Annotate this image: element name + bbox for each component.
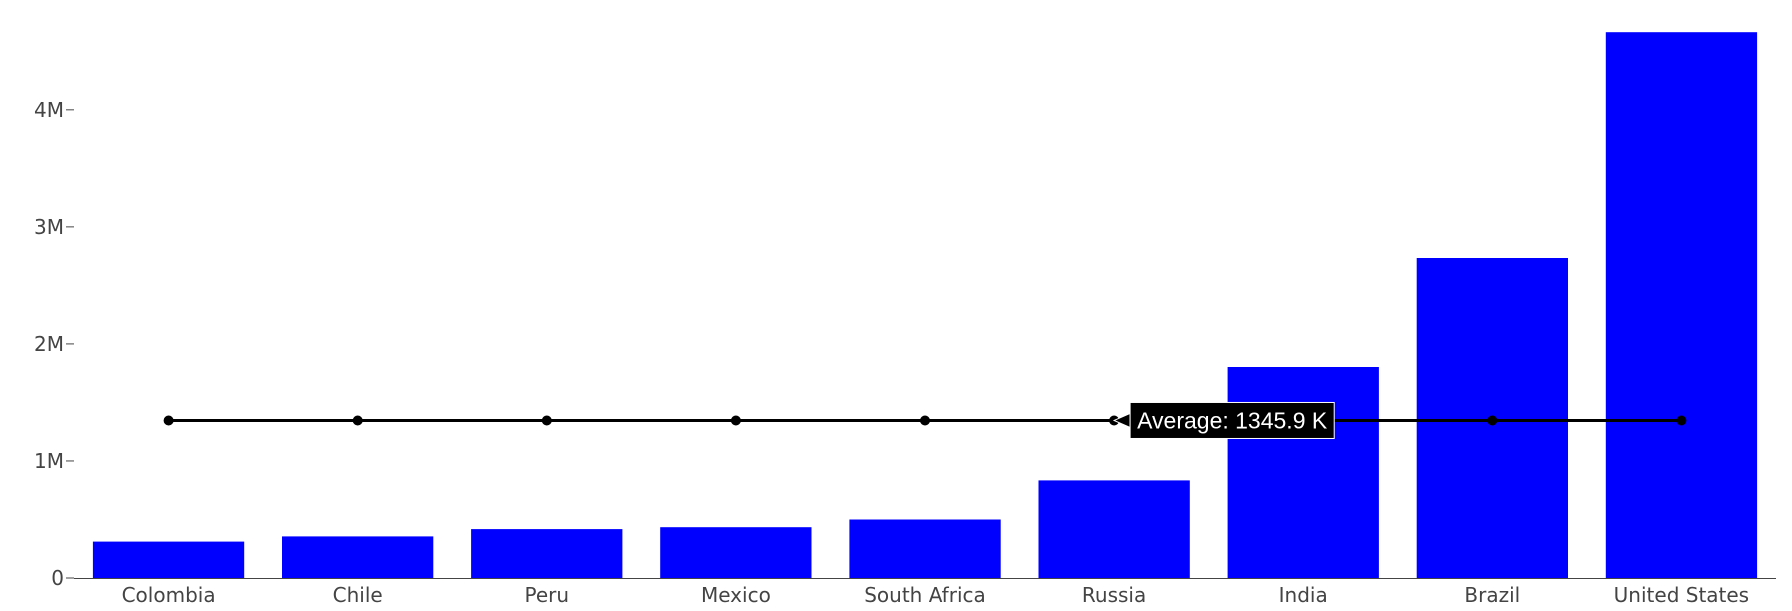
x-tick-label: Colombia [122, 583, 216, 607]
average-point-south-africa[interactable] [920, 415, 930, 426]
x-tick-label: Brazil [1464, 583, 1520, 607]
bar-colombia[interactable] [92, 541, 245, 578]
average-point-colombia[interactable] [163, 415, 174, 426]
y-tick-label: 3M [34, 215, 64, 239]
x-tick-label: Peru [525, 583, 570, 607]
y-tick-label: 1M [34, 449, 64, 473]
average-point-mexico[interactable] [730, 415, 741, 426]
average-point-peru[interactable] [541, 415, 552, 426]
x-tick-label: Chile [333, 583, 383, 607]
bars-layer [92, 32, 1758, 579]
average-point-united-states[interactable] [1676, 415, 1687, 426]
y-tick-label: 4M [34, 98, 64, 122]
x-tick-label: Mexico [701, 583, 771, 607]
hover-label-arrow [1112, 412, 1131, 429]
y-tick-label: 2M [34, 332, 64, 356]
bar-united-states[interactable] [1605, 32, 1758, 578]
average-point-brazil[interactable] [1487, 415, 1498, 426]
bar-russia[interactable] [1038, 480, 1190, 578]
bar-south-africa[interactable] [849, 519, 1001, 579]
hover-layer: Average: 1345.9 K [1112, 401, 1335, 439]
hover-label-box [1129, 401, 1335, 439]
x-tick-label: Russia [1082, 583, 1146, 607]
x-tick-label: India [1279, 583, 1328, 607]
x-tick-label: United States [1614, 583, 1749, 607]
hover-label-text: Average: 1345.9 K [1137, 407, 1328, 433]
x-tick-label: South Africa [864, 583, 986, 607]
axes-layer: 0 1M 2M 3M 4M Colombia Chile Peru Mexico South Af… [34, 98, 1776, 607]
bar-peru[interactable] [471, 529, 623, 578]
average-point-chile[interactable] [352, 415, 363, 426]
y-tick-label: 0 [51, 566, 64, 590]
bar-mexico[interactable] [660, 527, 812, 578]
bar-india[interactable] [1227, 367, 1379, 578]
bar-chile[interactable] [282, 536, 434, 578]
hover-tooltip: Average: 1345.9 K [1112, 401, 1335, 439]
